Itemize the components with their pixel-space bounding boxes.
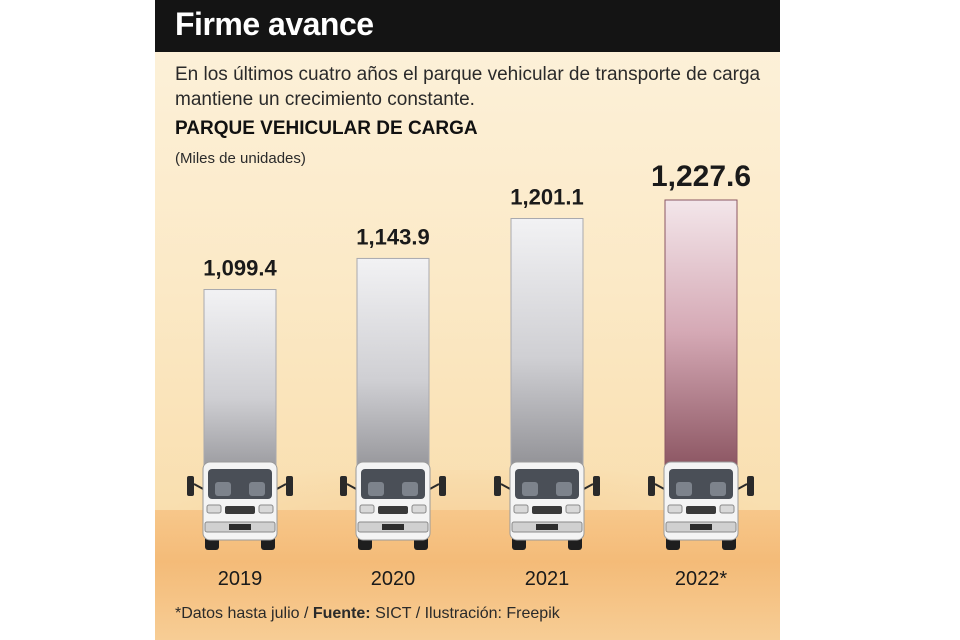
chart-unit-label: (Miles de unidades) xyxy=(175,150,306,167)
infographic-card: Firme avance En los últimos cuatro años … xyxy=(155,0,780,640)
truck-cab xyxy=(187,461,293,550)
value-label: 1,201.1 xyxy=(510,185,583,210)
category-label: 2022* xyxy=(675,568,727,590)
category-label: 2021 xyxy=(525,568,570,590)
footnote-note: *Datos hasta julio / xyxy=(175,605,313,622)
footnote-source-label: Fuente: xyxy=(312,605,371,622)
page-title: Firme avance xyxy=(175,6,374,42)
category-label: 2020 xyxy=(371,568,416,590)
truck-cab xyxy=(648,461,754,550)
footnote-source: SICT / Ilustración: Freepik xyxy=(370,605,560,622)
value-label: 1,143.9 xyxy=(356,224,429,249)
value-label: 1,099.4 xyxy=(203,256,277,281)
truck-cab xyxy=(340,461,446,550)
footnote: *Datos hasta julio / Fuente: SICT / Ilus… xyxy=(175,605,560,623)
bar-chart: 1,099.4 2019 1,143.9 2020 1,201.1 2021 1,227.6… xyxy=(187,160,754,590)
header-bar: Firme avance xyxy=(155,0,780,52)
category-label: 2019 xyxy=(218,568,263,590)
value-label: 1,227.6 xyxy=(651,160,751,193)
chart-title: PARQUE VEHICULAR DE CARGA xyxy=(175,118,478,139)
truck-cab xyxy=(494,461,600,550)
subtitle: En los últimos cuatro años el parque veh… xyxy=(175,64,761,110)
